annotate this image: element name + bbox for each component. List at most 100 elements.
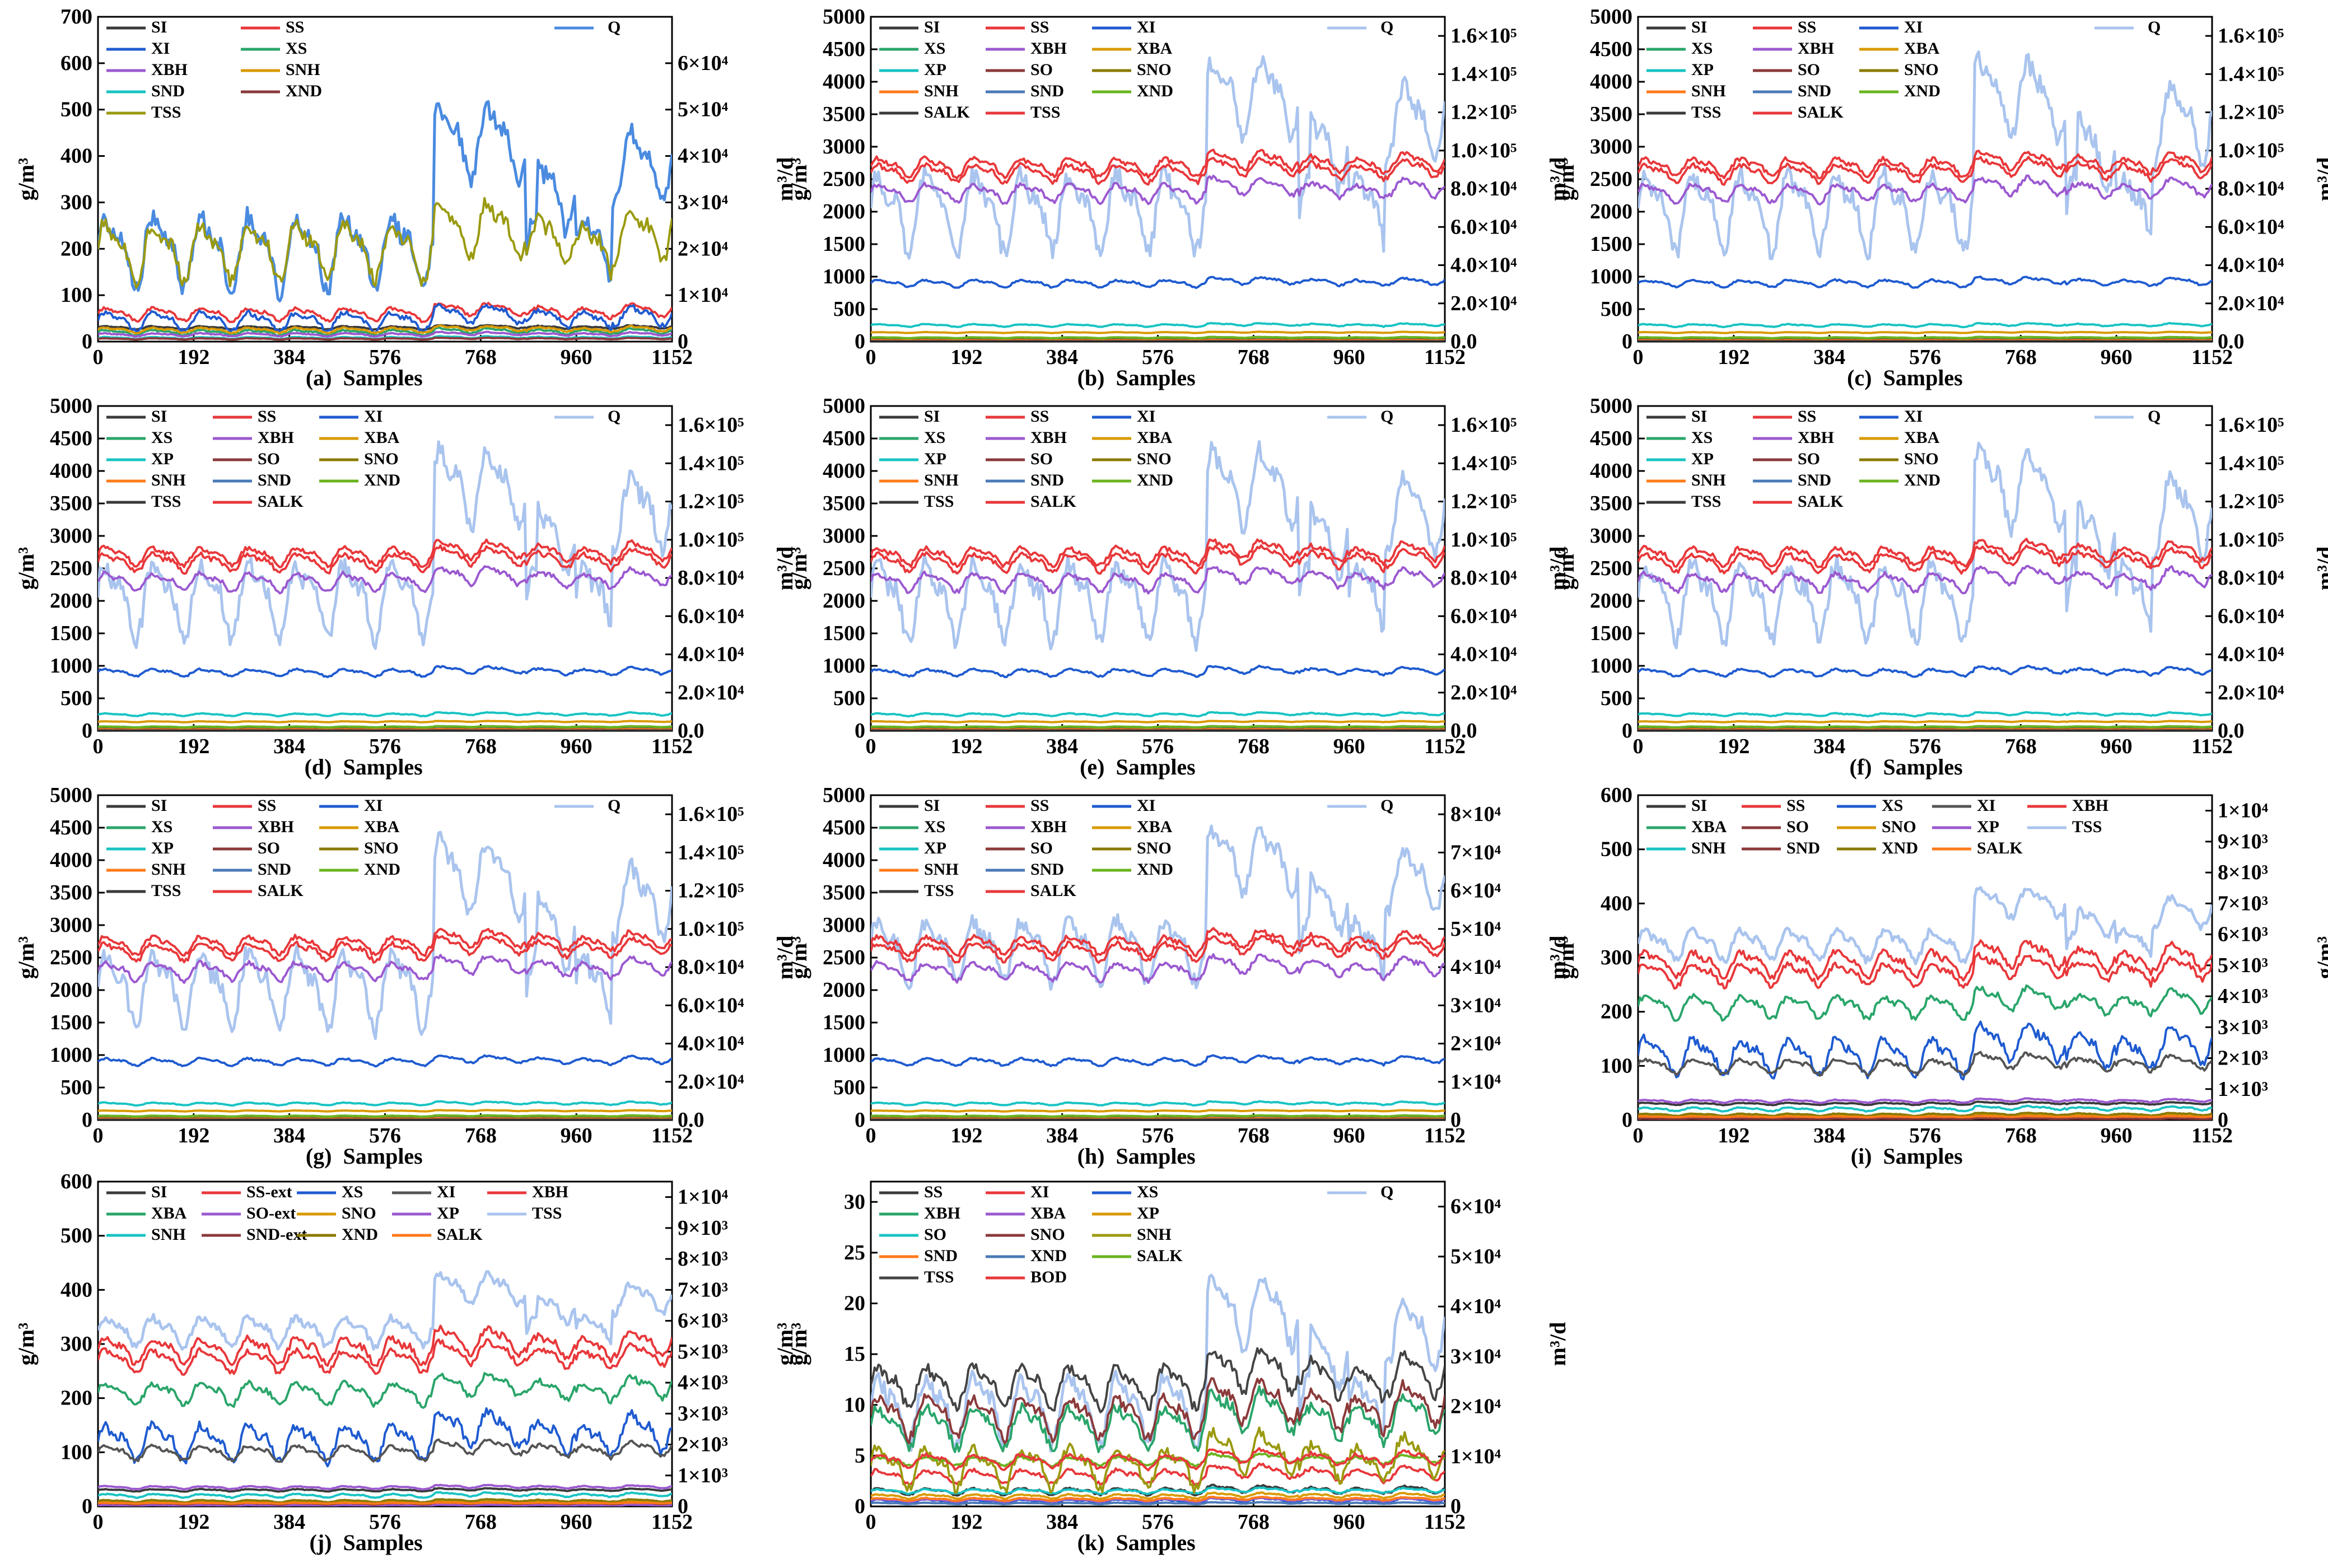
y-left-tick-label: 100 (1601, 1054, 1632, 1077)
y-right-tick-label: 8.0×10⁴ (1450, 177, 1517, 200)
series-line-xbh (1638, 174, 2212, 206)
series-line-xbh (98, 1338, 672, 1376)
legend-label: XBA (1691, 818, 1727, 836)
x-tick-label: 0 (93, 346, 104, 369)
x-tick-label: 192 (950, 346, 982, 369)
y-left-tick-label: 500 (833, 687, 865, 710)
series-line-ss (1638, 939, 2212, 982)
y-left-tick-label: 3000 (50, 524, 92, 548)
x-tick-label: 960 (561, 1124, 593, 1147)
series-line-ss (98, 302, 672, 324)
y-right-tick-label: 5×10³ (2218, 954, 2268, 977)
legend-label: XS (151, 428, 172, 447)
legend-label: XND (286, 82, 322, 100)
legend-label: TSS (1030, 103, 1060, 122)
y-right-tick-label: 1×10⁴ (2218, 799, 2269, 823)
legend-label: Q (1380, 407, 1393, 426)
x-tick-label: 384 (1046, 1510, 1078, 1534)
series-line-xbh (98, 565, 672, 595)
y-right-tick-label: 6.0×10⁴ (2218, 604, 2284, 628)
x-tick-label: 0 (1633, 735, 1644, 758)
x-tick-label: 0 (93, 1124, 104, 1147)
series-line-snh (98, 324, 672, 335)
y-right-tick-label: 1×10⁴ (678, 1186, 729, 1209)
legend-label: SO (924, 1225, 946, 1244)
series-line-xba (98, 720, 672, 724)
series-line-bod (871, 1447, 1445, 1472)
x-tick-label: 960 (2101, 346, 2133, 369)
x-tick-label: 576 (369, 1510, 401, 1534)
legend-label: XBA (1137, 818, 1173, 836)
legend-label: BOD (1030, 1268, 1067, 1286)
series-line-q (871, 55, 1445, 260)
y-left-tick-label: 5000 (823, 783, 865, 807)
legend-label: SND (258, 860, 291, 879)
y-left-tick-label: 500 (1601, 297, 1632, 321)
series-line-xnd (871, 1114, 1445, 1118)
legend-label: SO-ext (246, 1204, 296, 1222)
legend-label: SND (1798, 471, 1831, 489)
x-tick-label: 576 (1909, 735, 1941, 758)
x-tick-label: 384 (1046, 1124, 1078, 1147)
legend-label: SO (1798, 450, 1820, 468)
x-tick-label: 192 (1718, 346, 1750, 369)
y-right-tick-label: 1.6×10⁵ (1450, 413, 1517, 437)
series-line-xbh (1638, 564, 2212, 595)
legend-label: SI (924, 796, 940, 815)
series-line-xnd (98, 725, 672, 729)
y-left-tick-label: 4500 (1590, 427, 1632, 450)
y-right-tick-label: 3×10⁴ (678, 190, 729, 214)
y-right-axis-label: m³/d (772, 547, 797, 591)
series-line-xba (98, 1372, 672, 1409)
series-line-ss (1638, 544, 2212, 575)
x-tick-label: 960 (1333, 735, 1365, 758)
y-left-tick-label: 5000 (823, 394, 865, 418)
legend-label: XP (1977, 818, 1999, 836)
legend-label: SS (1798, 407, 1816, 426)
legend-label: XS (151, 818, 172, 836)
series-line-salk (98, 927, 672, 958)
legend-label: XI (364, 796, 382, 815)
chart-panel-f: 0 192 384 576 768 960 1152 0 500 1000 1500 2000 2500… (1553, 394, 2328, 780)
legend-label: SNO (1882, 818, 1916, 836)
x-tick-label: 768 (2005, 1124, 2037, 1147)
legend-label: XBA (1030, 1204, 1066, 1222)
y-right-tick-label: 6.0×10⁴ (1450, 215, 1517, 239)
y-right-tick-label: 3×10⁴ (1450, 1345, 1501, 1368)
series-group-a (98, 100, 672, 341)
series-line-sno (871, 1377, 1445, 1445)
series-group-e (871, 440, 1445, 731)
legend-label: XI (1137, 796, 1155, 815)
panel-caption: (a) (306, 365, 332, 390)
panel-caption: (i) (1851, 1144, 1872, 1169)
y-left-tick-label: 4500 (823, 38, 865, 61)
y-right-tick-label: 0.0 (1450, 330, 1477, 353)
legend-label: SNH (1691, 839, 1726, 857)
y-right-tick-label: 9×10³ (2218, 830, 2268, 853)
y-left-tick-label: 3000 (823, 913, 865, 937)
y-left-axis-label: g/m³ (1553, 547, 1579, 590)
series-line-xnd (98, 1497, 672, 1504)
legend-label: TSS (1691, 492, 1721, 511)
series-line-xi (871, 1054, 1445, 1067)
legend-label: XS (1137, 1183, 1158, 1201)
y-right-tick-label: 4.0×10⁴ (678, 643, 744, 666)
series-line-xi (98, 1438, 672, 1463)
x-axis-label: Samples (343, 365, 423, 390)
y-right-tick-label: 7×10³ (2218, 892, 2268, 915)
legend-label: SNH (924, 82, 959, 100)
y-right-tick-label: 0 (1450, 1495, 1461, 1518)
series-line-xi (871, 1462, 1445, 1487)
y-right-tick-label: 8.0×10⁴ (1450, 566, 1517, 590)
y-left-tick-label: 4000 (1590, 70, 1632, 94)
series-line-xp (871, 1100, 1445, 1107)
legend-label: XP (437, 1204, 459, 1222)
legend-label: SO (1786, 818, 1809, 836)
legend-label: SNO (1904, 450, 1939, 468)
panel-caption: (h) (1077, 1144, 1105, 1169)
y-left-tick-label: 2500 (823, 946, 865, 969)
legend-label: SALK (437, 1225, 483, 1244)
legend-label: SNH (924, 471, 959, 489)
y-left-tick-label: 0 (1622, 719, 1632, 743)
series-line-xp (1638, 711, 2212, 718)
